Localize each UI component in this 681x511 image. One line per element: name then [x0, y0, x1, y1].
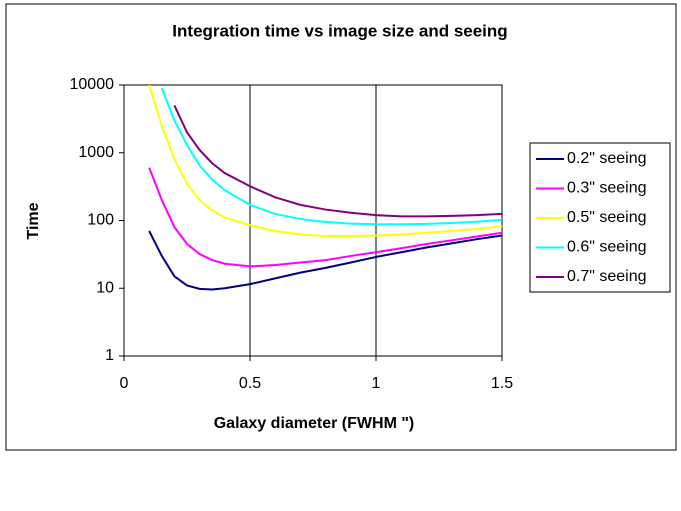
legend-label: 0.2" seeing [567, 150, 647, 167]
legend-label: 0.5" seeing [567, 209, 647, 226]
y-tick-label: 10000 [70, 76, 115, 93]
y-tick-label: 100 [87, 212, 114, 229]
x-tick-label: 0 [120, 375, 129, 392]
y-axis-title: Time [25, 202, 42, 239]
legend-label: 0.7" seeing [567, 268, 647, 285]
data-line [148, 230, 502, 291]
chart-title: Integration time vs image size and seein… [172, 21, 507, 40]
legend-label: 0.6" seeing [567, 239, 647, 256]
data-line [148, 85, 502, 238]
x-tick-label: 0.5 [239, 375, 261, 392]
x-axis-title: Galaxy diameter (FWHM ") [214, 415, 415, 432]
data-line [160, 87, 502, 226]
y-tick-label: 10 [96, 279, 114, 296]
data-line [173, 104, 502, 218]
x-tick-label: 1 [372, 375, 381, 392]
y-tick-label: 1000 [78, 144, 114, 161]
y-tick-label: 1 [105, 347, 114, 364]
data-line [148, 167, 502, 268]
legend-label: 0.3" seeing [567, 180, 647, 197]
x-tick-label: 1.5 [491, 375, 513, 392]
